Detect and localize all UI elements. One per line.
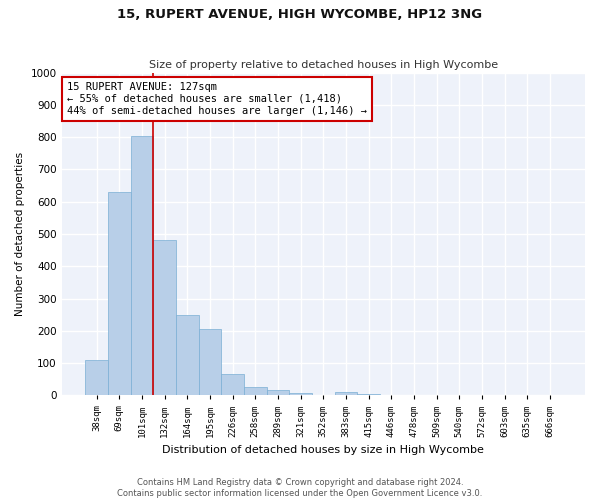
X-axis label: Distribution of detached houses by size in High Wycombe: Distribution of detached houses by size …	[163, 445, 484, 455]
Y-axis label: Number of detached properties: Number of detached properties	[15, 152, 25, 316]
Bar	[199, 329, 221, 396]
Bar	[131, 136, 154, 396]
Bar	[154, 240, 176, 396]
Bar	[335, 392, 357, 396]
Bar	[357, 394, 380, 396]
Bar	[85, 360, 108, 396]
Bar	[108, 192, 131, 396]
Bar	[244, 388, 266, 396]
Bar	[176, 314, 199, 396]
Bar	[266, 390, 289, 396]
Text: 15, RUPERT AVENUE, HIGH WYCOMBE, HP12 3NG: 15, RUPERT AVENUE, HIGH WYCOMBE, HP12 3N…	[118, 8, 482, 20]
Bar	[221, 374, 244, 396]
Bar	[289, 393, 312, 396]
Text: Contains HM Land Registry data © Crown copyright and database right 2024.
Contai: Contains HM Land Registry data © Crown c…	[118, 478, 482, 498]
Title: Size of property relative to detached houses in High Wycombe: Size of property relative to detached ho…	[149, 60, 498, 70]
Text: 15 RUPERT AVENUE: 127sqm
← 55% of detached houses are smaller (1,418)
44% of sem: 15 RUPERT AVENUE: 127sqm ← 55% of detach…	[67, 82, 367, 116]
